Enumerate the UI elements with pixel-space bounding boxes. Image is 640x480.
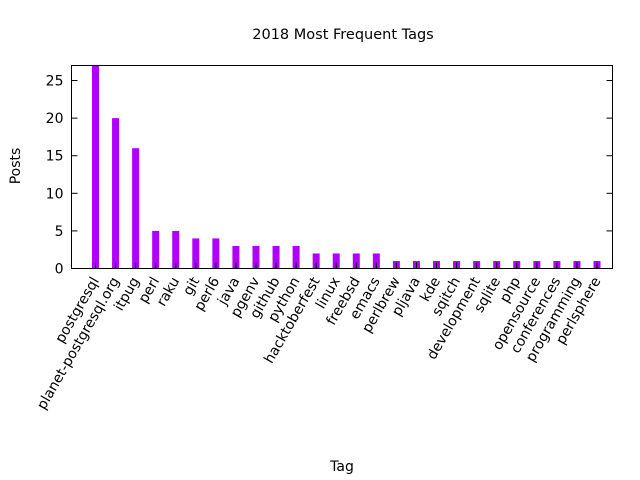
y-axis-label: Posts	[8, 148, 24, 185]
bar-pgenv	[252, 245, 260, 269]
bar-github	[272, 245, 280, 269]
bar-freebsd	[352, 253, 360, 269]
bar-python	[292, 245, 300, 269]
x-axis: postgresqlplanet-postgresql.orgitpugperl…	[34, 262, 604, 412]
y-tick-label: 15	[46, 149, 64, 165]
bar-hacktoberfest	[312, 253, 320, 269]
bar-linux	[332, 253, 340, 269]
y-axis: 0 5 10 15 20 25	[46, 74, 613, 278]
bar-git	[192, 238, 200, 269]
y-tick-label: 10	[46, 186, 64, 202]
bar-java	[232, 245, 240, 269]
x-axis-label: Tag	[329, 459, 354, 475]
y-tick-label: 0	[55, 262, 64, 278]
bar-emacs	[372, 253, 380, 269]
bar-perl	[152, 230, 160, 269]
bar-perl6	[212, 238, 220, 269]
chart-title: 2018 Most Frequent Tags	[252, 27, 434, 43]
bar-postgresql	[92, 65, 99, 269]
bar-itpug	[132, 148, 140, 269]
y-tick-label: 5	[55, 224, 64, 240]
y-tick-label: 25	[46, 74, 64, 90]
bar-planet-postgresql.org	[112, 118, 120, 269]
bar-raku	[172, 230, 180, 269]
plot-frame	[71, 65, 613, 269]
bars	[92, 65, 601, 269]
y-tick-label: 20	[46, 111, 64, 127]
